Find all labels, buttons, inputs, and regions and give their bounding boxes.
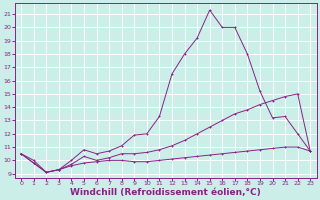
- X-axis label: Windchill (Refroidissement éolien,°C): Windchill (Refroidissement éolien,°C): [70, 188, 261, 197]
